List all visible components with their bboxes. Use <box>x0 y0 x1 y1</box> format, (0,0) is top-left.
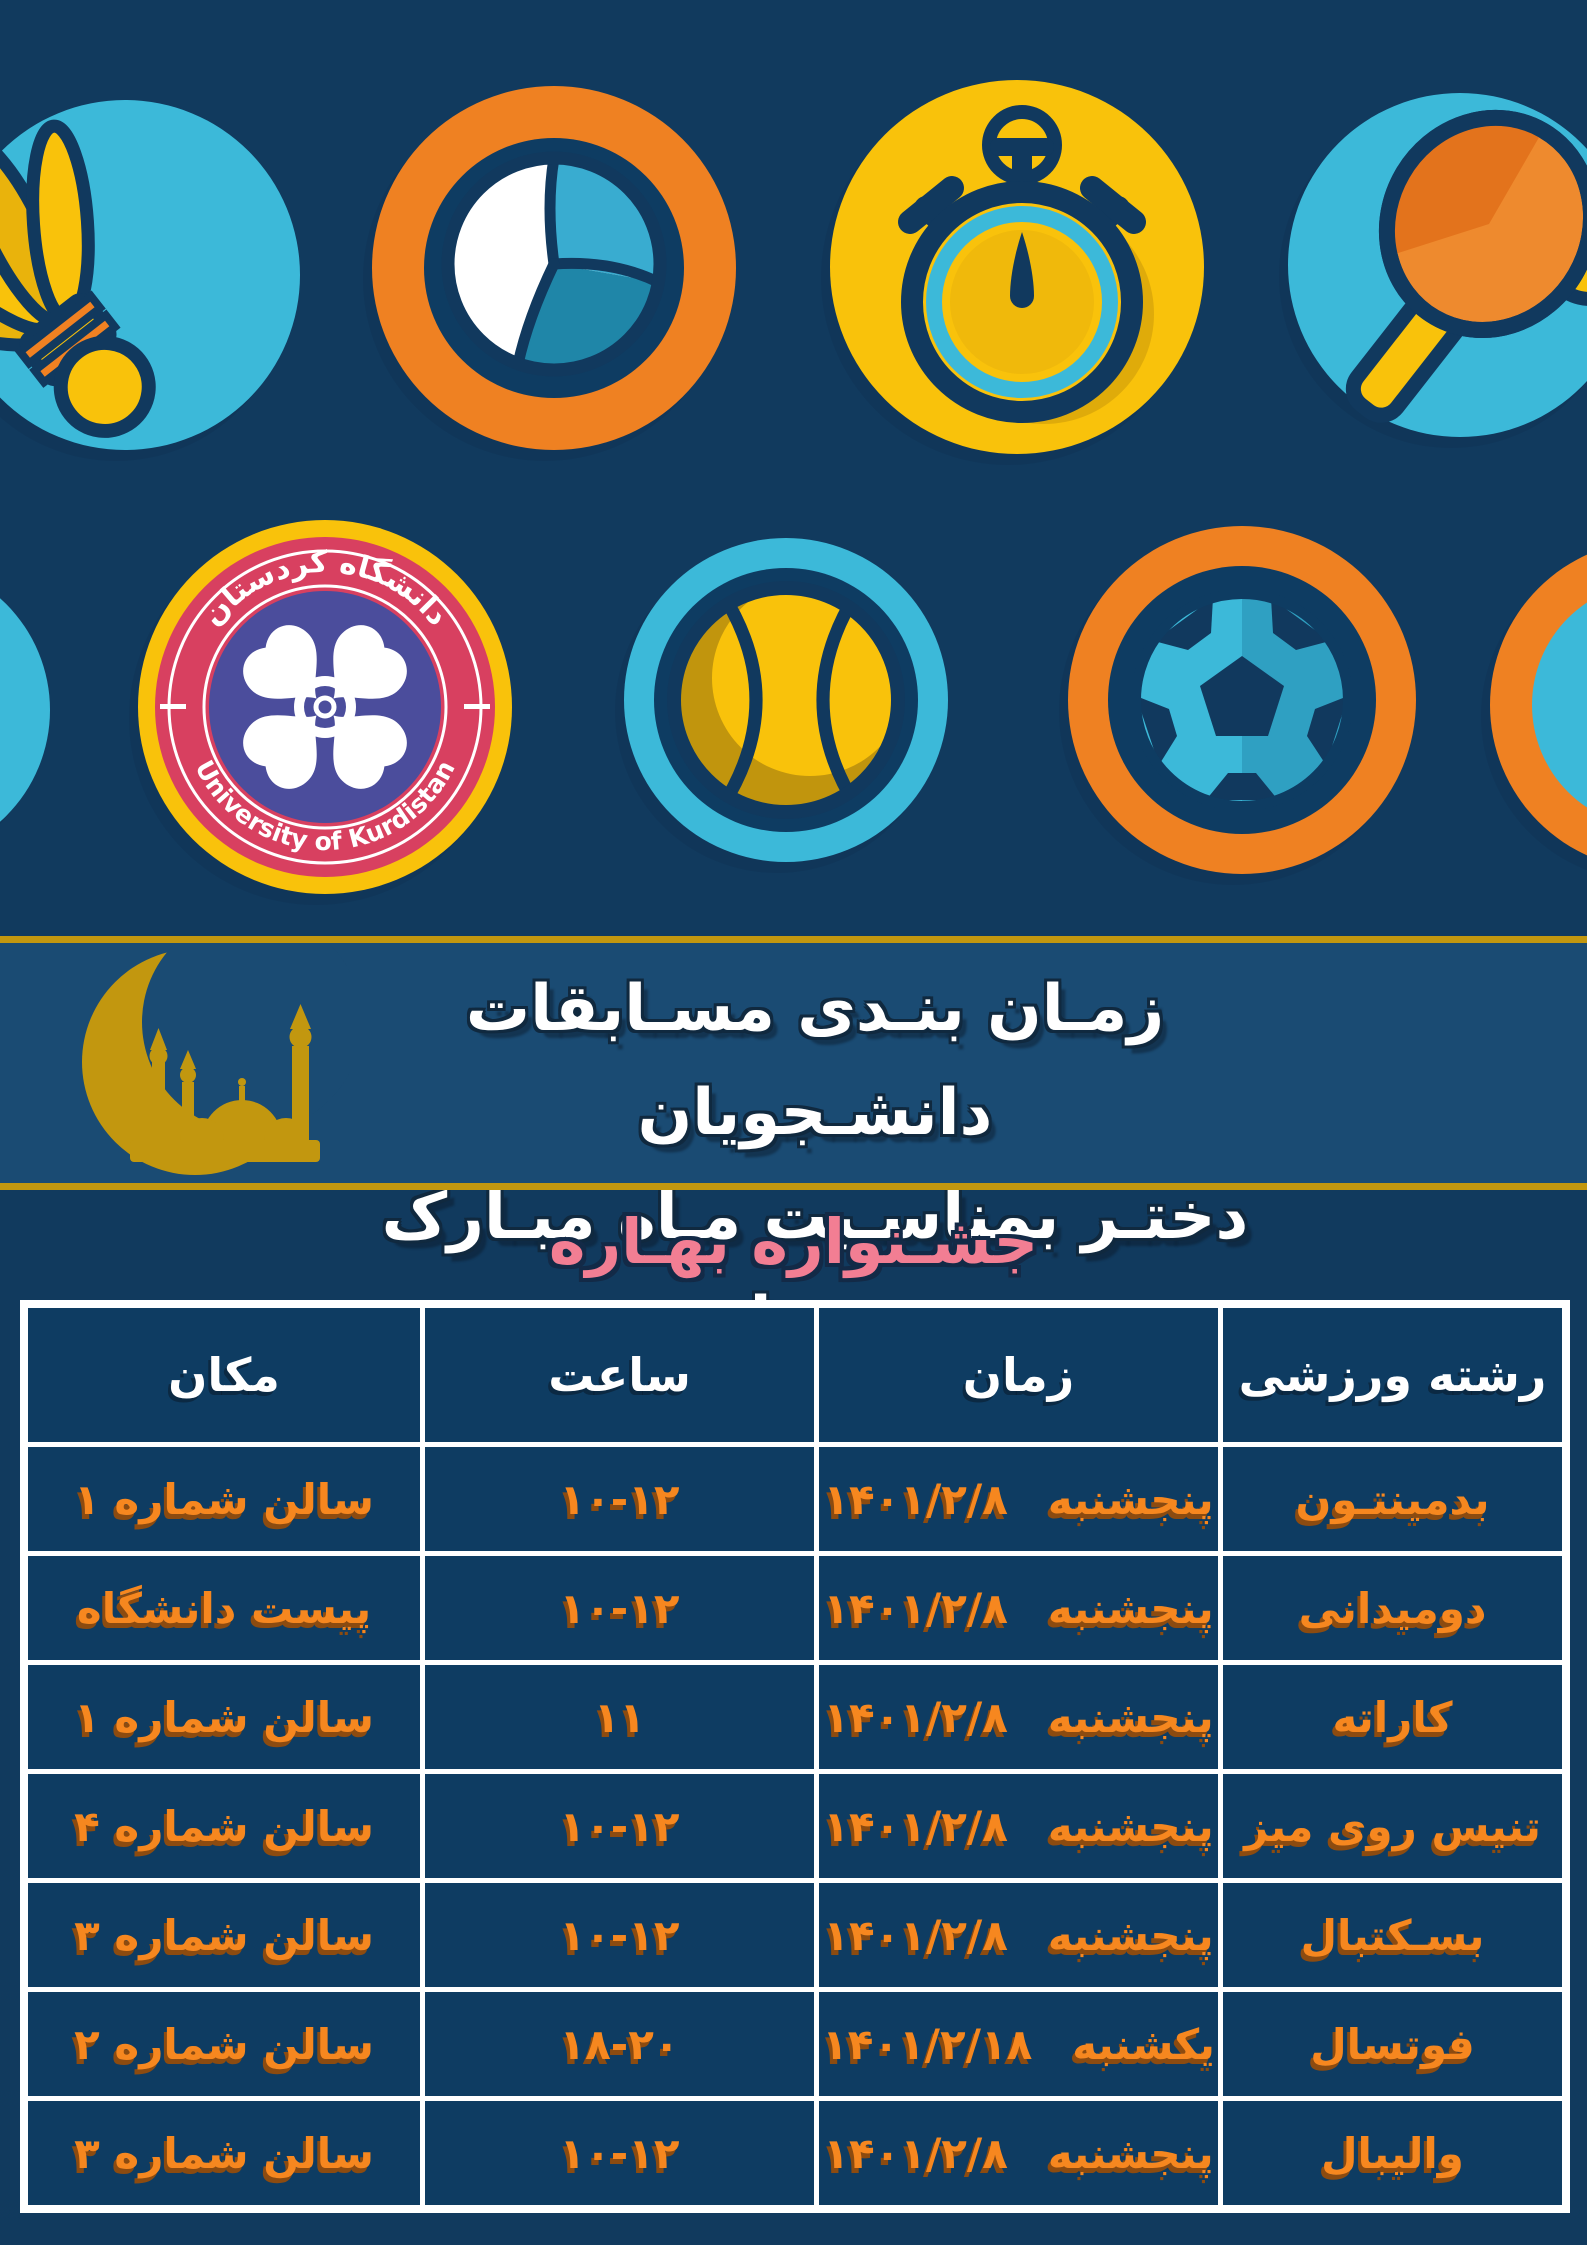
left-edge-circle <box>0 560 50 860</box>
soccer-circle <box>1068 526 1416 874</box>
cell-sport: والیبال <box>1223 2101 1562 2205</box>
tennis-circle <box>624 538 948 862</box>
festival-subtitle: جشـنواره بهـاره <box>548 1205 1039 1278</box>
stopwatch-icon <box>898 105 1154 424</box>
cell-date: پنجشنبه ۱۴۰۱/۲/۸ <box>819 1883 1218 1987</box>
table-tennis-circle <box>1288 93 1587 437</box>
cell-venue: سالن شماره ۴ <box>28 1774 420 1878</box>
cell-sport: دومیدانی <box>1223 1556 1562 1660</box>
volleyball-icon <box>441 151 667 377</box>
cell-date: پنجشنبه ۱۴۰۱/۲/۸ <box>819 1774 1218 1878</box>
cell-date: پنجشنبه ۱۴۰۱/۲/۸ <box>819 1447 1218 1551</box>
university-of-kurdistan-logo-icon: دانشگاه کردستان University of Kurdistan <box>155 537 495 877</box>
cell-sport: فوتسال <box>1223 1992 1562 2096</box>
cell-time: ۱۰-۱۲ <box>425 2101 814 2205</box>
cell-time: ۱۰-۱۲ <box>425 1774 814 1878</box>
title-banner: زمـان بنـدی مسـابقات دانشـجویان دختـر بم… <box>0 912 1587 1358</box>
soccer-ball-icon <box>1131 589 1353 811</box>
table-tennis-paddle-icon <box>1345 109 1587 423</box>
header-date: زمان <box>819 1308 1218 1442</box>
cell-date: پنجشنبه ۱۴۰۱/۲/۸ <box>819 2101 1218 2205</box>
cell-sport: کاراته <box>1223 1665 1562 1769</box>
cell-venue: سالن شماره ۱ <box>28 1665 420 1769</box>
header-sport: رشته ورزشی <box>1223 1308 1562 1442</box>
university-logo: دانشگاه کردستان University of Kurdistan <box>138 520 512 894</box>
schedule-table: رشته ورزشی زمان ساعت مکان بدمینتـون پنجش… <box>20 1300 1570 2213</box>
poster-title-line1: زمـان بنـدی مسـابقات دانشـجویان <box>465 972 1165 1150</box>
volleyball-circle <box>372 86 736 450</box>
cell-sport: بدمینتـون <box>1223 1447 1562 1551</box>
cell-venue: سالن شماره ۳ <box>28 2101 420 2205</box>
poster-title: زمـان بنـدی مسـابقات دانشـجویان دختـر بم… <box>320 957 1310 1373</box>
logo-knot-emblem <box>233 615 417 799</box>
banner-bottom-rule <box>0 1183 1587 1190</box>
cell-time: ۱۰-۱۲ <box>425 1447 814 1551</box>
cell-venue: سالن شماره ۲ <box>28 1992 420 2096</box>
cell-time: ۱۰-۱۲ <box>425 1556 814 1660</box>
tennis-ball-icon <box>667 581 905 819</box>
cell-time: ۱۱ <box>425 1665 814 1769</box>
header-venue: مکان <box>28 1308 420 1442</box>
right-edge-inner <box>1532 582 1587 828</box>
cell-date: یکشنبه ۱۴۰۱/۲/۱۸ <box>819 1992 1218 2096</box>
banner-top-rule <box>0 936 1587 943</box>
stopwatch-circle <box>830 80 1204 454</box>
cell-time: ۱۸-۲۰ <box>425 1992 814 2096</box>
cell-sport: تنیس روی میز <box>1223 1774 1562 1878</box>
badminton-circle <box>0 100 300 450</box>
right-edge-circle <box>1490 540 1587 870</box>
cell-venue: سالن شماره ۱ <box>28 1447 420 1551</box>
cell-date: پنجشنبه ۱۴۰۱/۲/۸ <box>819 1556 1218 1660</box>
cell-sport: بسـکتبال <box>1223 1883 1562 1987</box>
cell-venue: سالن شماره ۳ <box>28 1883 420 1987</box>
cell-time: ۱۰-۱۲ <box>425 1883 814 1987</box>
header-time: ساعت <box>425 1308 814 1442</box>
cell-date: پنجشنبه ۱۴۰۱/۲/۸ <box>819 1665 1218 1769</box>
cell-venue: پیست دانشگاه <box>28 1556 420 1660</box>
crescent-mosque-icon <box>60 912 362 1182</box>
badminton-shuttlecock-icon <box>0 119 156 438</box>
